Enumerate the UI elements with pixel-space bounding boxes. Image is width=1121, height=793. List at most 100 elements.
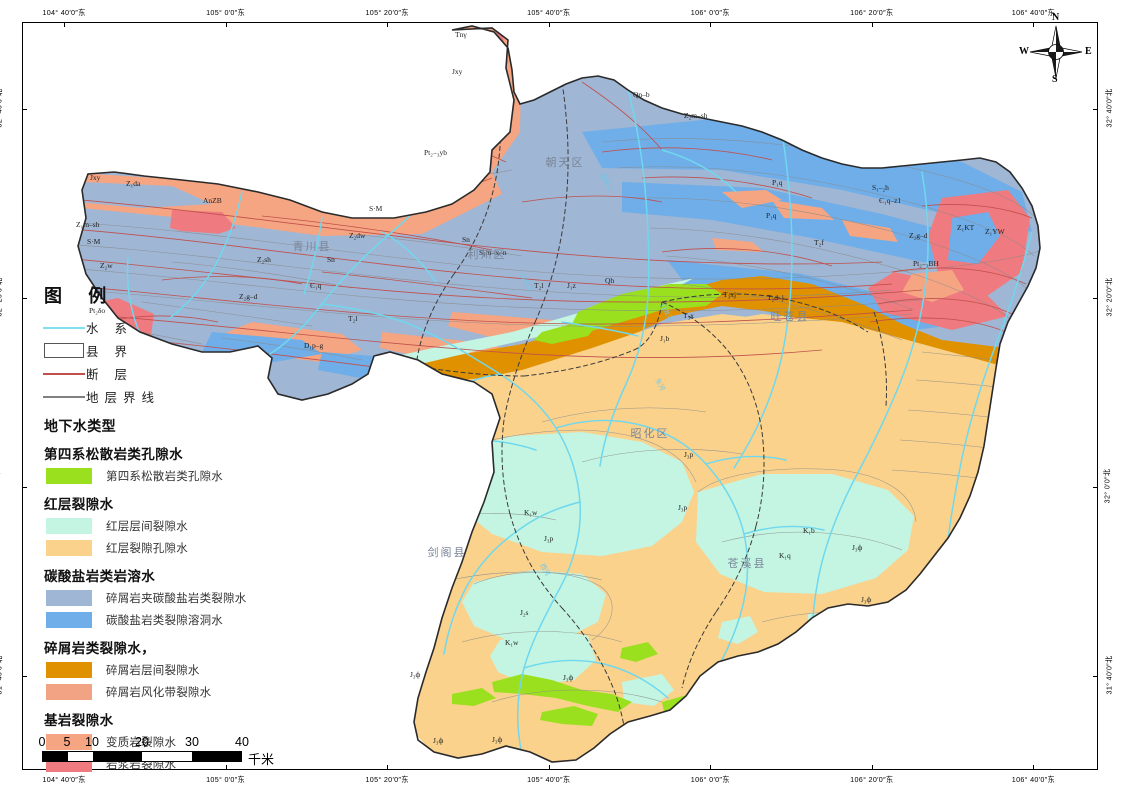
latitude-label: 31° 40′0″北 (0, 655, 4, 694)
legend-swatch-row: 碎屑岩风化带裂隙水 (42, 682, 272, 702)
stratum-boundary-line-icon (43, 396, 85, 398)
scale-bar-tick-label: 40 (235, 735, 249, 749)
legend-title: 图 例 (44, 282, 272, 308)
graticule-tick (22, 109, 27, 110)
scale-bar-tick-label: 30 (185, 735, 199, 749)
legend-swatch-label: 碎屑岩夹碳酸盐岩类裂隙水 (106, 590, 246, 606)
graticule-tick (1093, 298, 1098, 299)
graticule-tick (549, 765, 550, 770)
map-page: TnγJxyPt₂₋₃ybJxyZ₁daAnZBZ₁m–shS·MS·MSnSn… (0, 0, 1121, 793)
legend-swatch-label: 第四系松散岩类孔隙水 (106, 468, 223, 484)
graticule-tick (387, 22, 388, 27)
longitude-label: 105° 0′0″东 (206, 8, 245, 18)
scale-bar: 0510203040 千米 (42, 735, 292, 762)
scale-bar-segment (68, 752, 93, 761)
legend-swatch-row: 碳酸盐岩类裂隙溶洞水 (42, 610, 272, 630)
graticule-tick (22, 487, 27, 488)
legend-swatch-label: 红层裂隙孔隙水 (106, 540, 188, 556)
legend-color-swatch (46, 468, 92, 484)
latitude-label: 32° 0′0″北 (0, 468, 2, 503)
graticule-tick (22, 298, 27, 299)
compass-south-label: S (1052, 74, 1058, 85)
latitude-label: 31° 40′0″北 (1104, 655, 1114, 694)
water-system-label: 水 系 (86, 318, 133, 337)
legend-groundwater-heading: 地下水类型 (44, 416, 272, 436)
graticule-tick (710, 22, 711, 27)
scale-bar-unit: 千米 (248, 749, 274, 768)
scale-bar-tick-label: 0 (39, 735, 46, 749)
scale-bar-segment (93, 752, 143, 761)
scale-bar-tick-label: 5 (64, 735, 71, 749)
legend-row-fault: 断 层 (42, 363, 272, 384)
graticule-tick (387, 765, 388, 770)
stratum-boundary-label: 地层界线 (86, 387, 160, 406)
longitude-label: 106° 20′0″东 (850, 8, 893, 18)
compass-rose: N S E W (1019, 12, 1093, 88)
compass-north-label: N (1052, 12, 1059, 23)
fault-line-icon (43, 373, 85, 375)
legend-row-water-system: 水 系 (42, 317, 272, 338)
legend-group-heading: 碎屑岩类裂隙水， (44, 637, 272, 657)
graticule-tick (1093, 109, 1098, 110)
legend-swatch-row: 第四系松散岩类孔隙水 (42, 466, 272, 486)
graticule-tick (226, 22, 227, 27)
fault-label: 断 层 (86, 364, 133, 383)
legend-swatch-label: 碳酸盐岩类裂隙溶洞水 (106, 612, 223, 628)
legend-swatch-label: 红层层间裂隙水 (106, 518, 188, 534)
legend-group-heading: 红层裂隙水 (44, 493, 272, 513)
legend-row-stratum-boundary: 地层界线 (42, 386, 272, 407)
longitude-label: 104° 40′0″东 (42, 8, 85, 18)
county-boundary-label: 县 界 (86, 341, 133, 360)
graticule-tick (710, 765, 711, 770)
latitude-label: 32° 0′0″北 (1102, 468, 1112, 503)
legend-color-swatch (46, 590, 92, 606)
legend-line-symbols: 水 系县 界断 层地层界线 (42, 317, 272, 407)
longitude-label: 106° 0′0″东 (691, 775, 730, 785)
graticule-tick (1033, 765, 1034, 770)
graticule-tick (1093, 487, 1098, 488)
legend-color-swatch (46, 540, 92, 556)
legend-group-heading: 第四系松散岩类孔隙水 (44, 443, 272, 463)
compass-west-label: W (1019, 46, 1029, 57)
longitude-label: 105° 40′0″东 (527, 775, 570, 785)
longitude-label: 105° 40′0″东 (527, 8, 570, 18)
graticule-tick (872, 765, 873, 770)
longitude-label: 105° 0′0″东 (206, 775, 245, 785)
legend-swatch-row: 碎屑岩层间裂隙水 (42, 660, 272, 680)
legend-swatch-label: 碎屑岩风化带裂隙水 (106, 684, 211, 700)
scale-bar-tick-label: 10 (85, 735, 99, 749)
legend-swatch-row: 红层裂隙孔隙水 (42, 538, 272, 558)
graticule-tick (64, 22, 65, 27)
scale-bar-segment (192, 752, 242, 761)
water-system-symbol (42, 327, 86, 329)
graticule-tick (549, 22, 550, 27)
legend-color-swatch (46, 684, 92, 700)
longitude-label: 105° 20′0″东 (365, 775, 408, 785)
map-legend: 图 例 水 系县 界断 层地层界线 地下水类型 第四系松散岩类孔隙水第四系松散岩… (42, 282, 272, 776)
graticule-tick (872, 22, 873, 27)
legend-color-swatch (46, 518, 92, 534)
legend-groups: 第四系松散岩类孔隙水第四系松散岩类孔隙水红层裂隙水红层层间裂隙水红层裂隙孔隙水碳… (42, 443, 272, 774)
county-boundary-box-icon (44, 343, 84, 358)
longitude-label: 104° 40′0″东 (42, 775, 85, 785)
latitude-label: 32° 40′0″北 (0, 88, 4, 127)
legend-group-heading: 基岩裂隙水 (44, 709, 272, 729)
water-system-line-icon (43, 327, 85, 329)
graticule-tick (1093, 676, 1098, 677)
legend-swatch-row: 红层层间裂隙水 (42, 516, 272, 536)
longitude-label: 105° 20′0″东 (365, 8, 408, 18)
fault-symbol (42, 373, 86, 375)
latitude-label: 32° 40′0″北 (1104, 88, 1114, 127)
longitude-label: 106° 0′0″东 (691, 8, 730, 18)
longitude-label: 106° 40′0″东 (1012, 775, 1055, 785)
graticule-tick (22, 676, 27, 677)
longitude-label: 106° 20′0″东 (850, 775, 893, 785)
scale-bar-segments (42, 751, 242, 762)
legend-swatch-row: 碎屑岩夹碳酸盐岩类裂隙水 (42, 588, 272, 608)
compass-east-label: E (1085, 46, 1092, 57)
latitude-label: 32° 20′0″北 (0, 277, 4, 316)
legend-row-county-boundary: 县 界 (42, 340, 272, 361)
stratum-boundary-symbol (42, 396, 86, 398)
legend-swatch-label: 碎屑岩层间裂隙水 (106, 662, 200, 678)
legend-color-swatch (46, 662, 92, 678)
